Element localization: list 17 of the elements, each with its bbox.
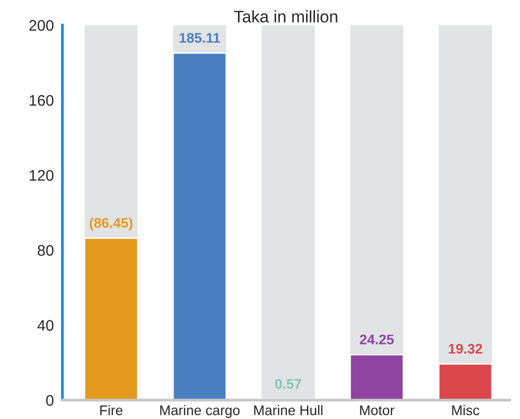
y-tick-label: 120 bbox=[30, 170, 54, 181]
x-tick-label: Misc bbox=[452, 405, 480, 416]
x-tick-label: Motor bbox=[360, 406, 394, 416]
data-label: 24.25 bbox=[360, 334, 394, 344]
x-tick-label: Marine cargo bbox=[160, 405, 240, 418]
data-label: (86.45) bbox=[90, 218, 132, 231]
data-label: 19.32 bbox=[448, 344, 482, 354]
y-tick-label: 200 bbox=[29, 20, 54, 31]
y-tick-label: 0 bbox=[46, 395, 54, 406]
x-tick-label: Marine Hull bbox=[254, 405, 322, 416]
data-label: 0.57 bbox=[275, 378, 302, 389]
x-tick-label: Fire bbox=[100, 405, 122, 416]
y-tick-label: 40 bbox=[37, 320, 54, 331]
y-tick-label: 80 bbox=[38, 245, 54, 256]
data-label: 185.11 bbox=[180, 32, 220, 43]
chart-title: Taka in million bbox=[234, 10, 338, 23]
y-tick-label: 160 bbox=[30, 95, 54, 106]
